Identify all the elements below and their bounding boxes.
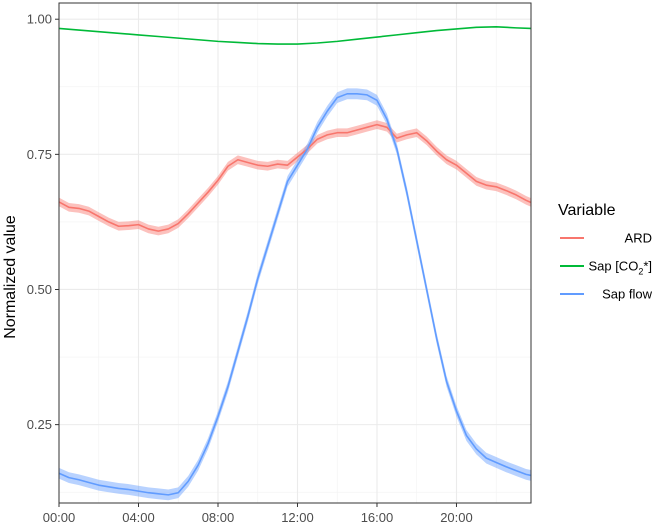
legend-label-sap-flow: Sap flow xyxy=(602,287,652,302)
legend-item-sap-flow: Sap flow xyxy=(560,287,653,302)
legend-label-ard: ARD xyxy=(625,231,652,246)
legend-label-sap-co2-end: *] xyxy=(643,259,652,274)
x-tick-label: 12:00 xyxy=(281,510,314,525)
y-tick-label: 0.75 xyxy=(27,147,52,162)
y-tick-label: 0.25 xyxy=(27,417,52,432)
legend-item-sap-co2: Sap [CO2*] xyxy=(560,259,652,277)
confidence-bands xyxy=(59,88,531,501)
band-sapflow xyxy=(59,88,531,501)
series-line-ard xyxy=(58,123,532,232)
x-axis: 00:00 04:00 08:00 12:00 16:00 20:00 xyxy=(43,503,473,525)
y-axis: 0.25 0.50 0.75 1.00 xyxy=(27,12,59,432)
series-lines xyxy=(58,25,532,496)
legend-title: Variable xyxy=(558,202,616,219)
band-ard xyxy=(59,120,531,236)
legend-item-ard: ARD xyxy=(560,231,652,246)
legend-label-sap-co2-main: Sap [CO xyxy=(588,259,638,274)
plot-panel-border xyxy=(58,2,532,504)
x-tick-label: 16:00 xyxy=(361,510,394,525)
y-tick-label: 1.00 xyxy=(27,12,52,27)
legend: Variable ARD Sap [CO2*] Sap flow xyxy=(558,202,653,302)
legend-label-sap-co2-sub: 2 xyxy=(638,267,643,277)
y-tick-label: 0.50 xyxy=(27,282,52,297)
x-tick-label: 08:00 xyxy=(202,510,235,525)
y-axis-title: Normalized value xyxy=(2,215,19,339)
series-line-sapco2 xyxy=(58,25,532,45)
x-tick-label: 20:00 xyxy=(440,510,473,525)
x-tick-label: 00:00 xyxy=(43,510,76,525)
legend-label-sap-co2: Sap [CO2*] xyxy=(588,259,652,277)
x-tick-label: 04:00 xyxy=(122,510,155,525)
series-line-sapflow xyxy=(58,93,532,496)
grid-lines xyxy=(58,3,531,503)
